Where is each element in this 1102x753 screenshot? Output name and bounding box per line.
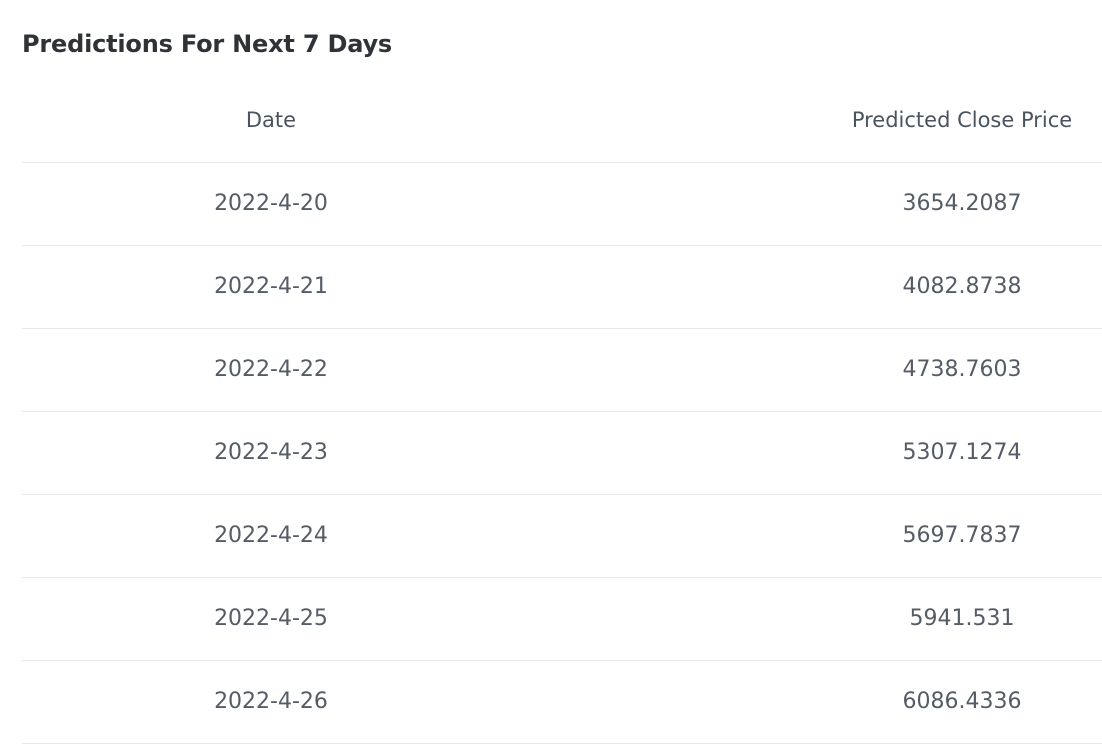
price-cell: 4738.7603	[902, 357, 1022, 382]
price-cell: 3654.2087	[902, 191, 1022, 216]
price-cell: 5697.7837	[902, 523, 1022, 548]
date-cell: 2022-4-23	[214, 440, 328, 465]
price-cell: 4082.8738	[902, 274, 1022, 299]
date-cell: 2022-4-20	[214, 191, 328, 216]
page-title: Predictions For Next 7 Days	[22, 30, 392, 58]
date-cell: 2022-4-24	[214, 523, 328, 548]
table-row: 2022-4-23 5307.1274	[22, 412, 1102, 495]
table-row: 2022-4-20 3654.2087	[22, 163, 1102, 246]
table-header-row: Date Predicted Close Price	[22, 80, 1102, 163]
table-row: 2022-4-25 5941.531	[22, 578, 1102, 661]
date-cell: 2022-4-25	[214, 606, 328, 631]
date-cell: 2022-4-21	[214, 274, 328, 299]
price-cell: 6086.4336	[902, 689, 1022, 714]
column-header-date: Date	[245, 108, 297, 132]
table-row: 2022-4-22 4738.7603	[22, 329, 1102, 412]
price-cell: 5941.531	[909, 606, 1015, 631]
date-cell: 2022-4-22	[214, 357, 328, 382]
table-row: 2022-4-21 4082.8738	[22, 246, 1102, 329]
predictions-table: Date Predicted Close Price 2022-4-20 365…	[22, 80, 1102, 744]
price-cell: 5307.1274	[902, 440, 1022, 465]
table-row: 2022-4-24 5697.7837	[22, 495, 1102, 578]
date-cell: 2022-4-26	[214, 689, 328, 714]
column-header-predicted-close-price: Predicted Close Price	[851, 108, 1073, 132]
table-row: 2022-4-26 6086.4336	[22, 661, 1102, 744]
